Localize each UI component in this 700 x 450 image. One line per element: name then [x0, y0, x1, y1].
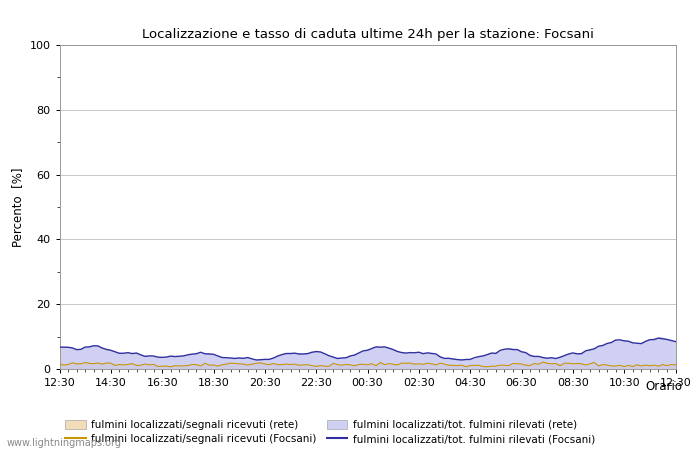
Text: Orario: Orario [645, 380, 682, 393]
Title: Localizzazione e tasso di caduta ultime 24h per la stazione: Focsani: Localizzazione e tasso di caduta ultime … [141, 28, 594, 41]
Y-axis label: Percento  [%]: Percento [%] [11, 167, 24, 247]
Text: www.lightningmaps.org: www.lightningmaps.org [7, 438, 122, 448]
Legend: fulmini localizzati/segnali ricevuti (rete), fulmini localizzati/segnali ricevut: fulmini localizzati/segnali ricevuti (re… [64, 419, 595, 444]
